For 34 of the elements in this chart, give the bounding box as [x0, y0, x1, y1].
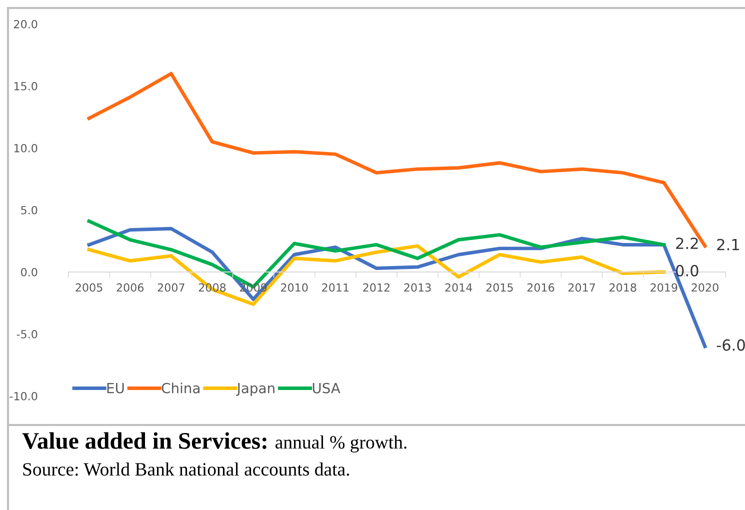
text: Value added in Services: — [22, 432, 266, 450]
y-tick-label: 10.0 — [14, 144, 38, 152]
x-tick-label: 2019 — [650, 283, 678, 292]
y-tick-label: 20.0 — [14, 20, 38, 28]
legend-label: EU — [107, 383, 124, 394]
y-tick-label: -10.0 — [10, 392, 38, 400]
x-tick-label: 2014 — [445, 283, 472, 292]
x-tick-label: 2012 — [363, 283, 390, 292]
data-label: 2.1 — [717, 238, 739, 250]
text: annual % growth. — [276, 435, 406, 453]
y-tick-label: 0.0 — [21, 268, 38, 276]
data-label: 2.2 — [676, 238, 698, 249]
x-tick-label: 2013 — [404, 283, 431, 292]
legend-label: Japan — [236, 383, 274, 396]
x-tick-label: 2020 — [692, 283, 718, 292]
y-tick-label: 15.0 — [14, 82, 38, 90]
data-label: 0.0 — [676, 264, 698, 276]
x-tick-label: 2011 — [322, 283, 349, 292]
x-tick-label: 2006 — [116, 283, 144, 292]
x-tick-label: 2007 — [158, 283, 184, 292]
x-tick-label: 2005 — [76, 283, 102, 292]
legend-label: China — [162, 382, 200, 394]
source-note: Source: World Bank national accounts data. — [23, 462, 350, 476]
y-tick-label: -5.0 — [16, 330, 38, 338]
x-tick-label: 2015 — [486, 283, 513, 292]
x-tick-label: 2017 — [568, 283, 595, 292]
y-tick-label: 5.0 — [21, 206, 38, 214]
line-series — [87, 72, 707, 248]
x-tick-label: 2018 — [610, 283, 636, 292]
x-tick-label: 2016 — [527, 283, 554, 292]
x-tick-label: 2009 — [240, 283, 267, 292]
legend-label: USA — [312, 382, 340, 394]
data-label: -6.0 — [716, 339, 745, 351]
x-tick-label: 2010 — [281, 283, 308, 292]
